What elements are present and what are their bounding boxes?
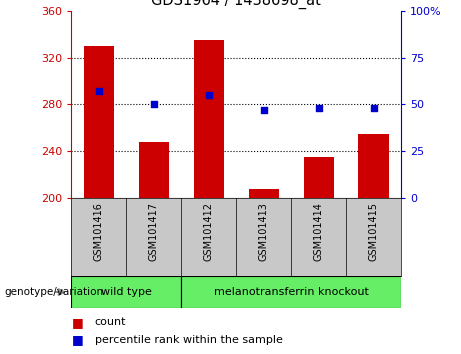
Bar bbox=[84, 46, 114, 198]
Text: genotype/variation: genotype/variation bbox=[5, 287, 104, 297]
Point bbox=[95, 88, 103, 94]
Text: GSM101415: GSM101415 bbox=[369, 202, 378, 261]
Bar bbox=[303, 157, 334, 198]
Point bbox=[150, 102, 158, 107]
Bar bbox=[359, 134, 389, 198]
Bar bbox=[194, 40, 224, 198]
Text: wild type: wild type bbox=[101, 287, 152, 297]
Bar bbox=[181, 276, 401, 308]
Bar bbox=[248, 189, 279, 198]
Point bbox=[260, 107, 267, 113]
Title: GDS1964 / 1438698_at: GDS1964 / 1438698_at bbox=[151, 0, 321, 9]
Point bbox=[315, 105, 322, 111]
Text: ■: ■ bbox=[71, 333, 83, 346]
Text: GSM101417: GSM101417 bbox=[149, 202, 159, 261]
Text: ■: ■ bbox=[71, 316, 83, 329]
Text: GSM101412: GSM101412 bbox=[204, 202, 214, 261]
Text: GSM101413: GSM101413 bbox=[259, 202, 269, 261]
Bar bbox=[139, 142, 169, 198]
Point bbox=[205, 92, 213, 98]
Point bbox=[370, 105, 377, 111]
Text: percentile rank within the sample: percentile rank within the sample bbox=[95, 335, 283, 345]
Bar bbox=[71, 276, 181, 308]
Text: GSM101416: GSM101416 bbox=[94, 202, 104, 261]
Text: count: count bbox=[95, 317, 126, 327]
Text: GSM101414: GSM101414 bbox=[313, 202, 324, 261]
Text: melanotransferrin knockout: melanotransferrin knockout bbox=[214, 287, 369, 297]
